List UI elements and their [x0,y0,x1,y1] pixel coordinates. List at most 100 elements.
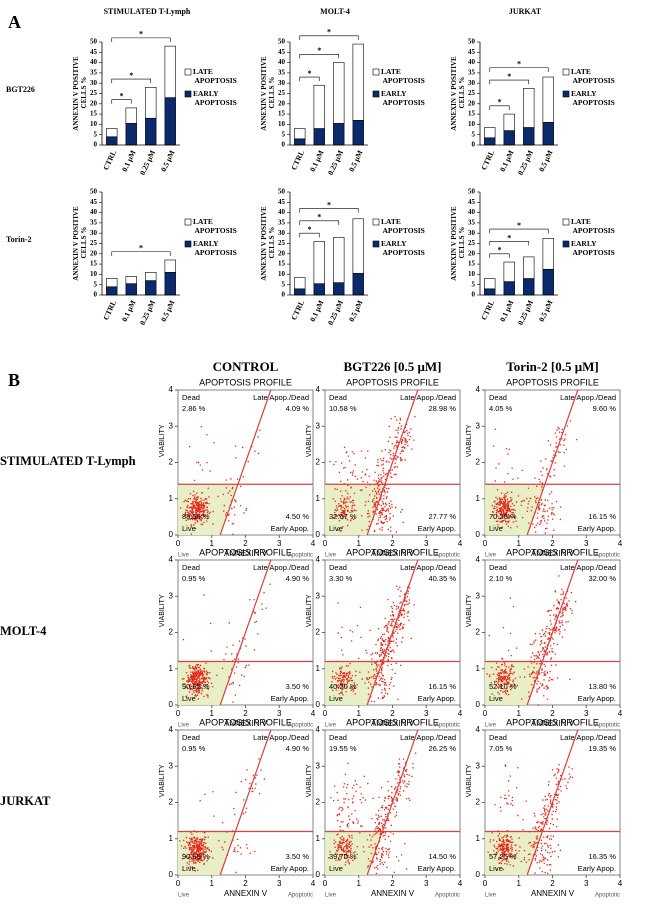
y-tick-label: 1 [476,494,481,503]
x-tick-label: 1 [210,539,215,548]
bar-segment [125,123,137,146]
x-axis-label: ANNEXIN V [371,549,415,558]
significance-bracket [111,37,171,42]
x-tick-label: 2 [390,709,395,718]
x-axis-left-label: Live [178,893,190,899]
y-tick-label: 2 [169,798,174,807]
bar-segment [145,117,157,146]
x-tick-label: CTRL [101,149,118,172]
quadrant-label: Dead [182,563,200,572]
y-axis-label: VIABILITY [159,764,166,797]
x-tick-label: 2 [243,879,248,888]
x-tick-label: 4 [311,879,316,888]
y-tick-label: 0 [169,530,174,539]
y-tick-label: 3 [316,591,321,600]
y-tick-label: 4 [169,725,174,734]
x-tick-label: 3 [424,709,429,718]
quadrant-label: Dead [489,563,507,572]
quadrant-percent: 16.15 % [588,512,616,521]
quadrant-label: Live [182,694,196,703]
bar-segment [523,127,535,146]
y-tick-label: 25 [278,239,286,247]
x-axis-right-label: Apoptotic [288,893,313,899]
y-tick-label: 10 [468,270,476,278]
quadrant-percent: 4.90 % [286,744,310,753]
y-tick-label: 20 [90,249,98,257]
x-tick-label: 2 [243,539,248,548]
significance-bracket [489,67,549,72]
y-tick-label: 0 [476,870,481,879]
y-axis-label: VIABILITY [159,594,166,627]
x-tick-label: CTRL [289,149,306,172]
x-axis-left-label: Live [485,723,497,729]
live-gate [178,484,238,535]
significance-bracket [299,208,359,213]
y-tick-label: 50 [468,188,476,196]
gate-line [219,729,272,876]
y-tick-label: 0 [472,141,476,149]
x-tick-label: 3 [424,879,429,888]
x-tick-label: 1 [517,709,522,718]
significance-label: * [327,200,331,209]
quadrant-label: Late Apop./Dead [560,733,616,742]
quadrant-label: Dead [489,393,507,402]
bar-segment [294,277,306,290]
quadrant-label: Live [182,864,196,873]
live-gate [485,831,543,875]
row-label: JURKAT [0,794,51,808]
y-tick-label: 30 [468,229,476,237]
bar-segment [164,272,176,296]
y-tick-label: 20 [278,249,286,257]
y-tick-label: 30 [468,79,476,87]
y-tick-label: 15 [278,110,286,118]
x-tick-label: 2 [550,879,555,888]
quadrant-label: Late Apop./Dead [560,393,616,402]
bar-segment [106,286,118,296]
quadrant-label: Late Apop./Dead [253,733,309,742]
y-tick-label: 50 [278,38,286,46]
x-tick-label: 2 [390,879,395,888]
x-tick-label: 0 [176,879,181,888]
x-tick-label: CTRL [479,149,496,172]
x-tick-label: 0.5 μM [347,299,365,323]
y-tick-label: 25 [468,239,476,247]
x-tick-label: 4 [618,879,623,888]
x-axis-label: ANNEXIN V [371,719,415,728]
x-axis-right-label: Apoptotic [288,723,313,729]
quadrant-label: Early Apop. [418,864,456,873]
gate-line [366,559,419,706]
column-title: STIMULATED T-Lymph [104,7,191,16]
quadrant-label: Live [489,864,503,873]
y-tick-label: 35 [278,69,286,77]
y-tick-label: 2 [169,628,174,637]
quadrant-label: Early Apop. [271,864,309,873]
quadrant-label: Early Apop. [578,524,616,533]
quadrant-label: Dead [182,733,200,742]
quadrant-label: Live [489,694,503,703]
bar-segment [313,241,325,284]
bar-segment [145,280,157,296]
x-axis-left-label: Live [325,723,337,729]
quadrant-percent: 4.90 % [286,574,310,583]
x-axis-label: ANNEXIN V [224,719,268,728]
significance-label: * [317,213,321,222]
x-tick-label: 0.5 μM [537,149,555,173]
legend-swatch [184,68,192,76]
significance-label: * [317,46,321,55]
x-tick-label: 3 [584,709,589,718]
y-tick-label: 4 [476,555,481,564]
x-tick-label: 1 [357,879,362,888]
quadrant-percent: 90.65 % [182,682,210,691]
bar-segment [145,87,157,119]
y-tick-label: 0 [316,700,321,709]
quadrant-label: Early Apop. [578,864,616,873]
y-tick-label: 30 [278,229,286,237]
y-tick-label: 1 [169,494,174,503]
quadrant-label: Early Apop. [271,694,309,703]
y-tick-label: 40 [90,58,98,66]
gate-line [219,559,272,706]
bar-segment [352,273,364,296]
x-axis-label: ANNEXIN V [224,889,268,898]
y-tick-label: 4 [316,725,321,734]
y-axis-label: ANNEXIN V POSITIVE CELLS % [260,56,276,131]
